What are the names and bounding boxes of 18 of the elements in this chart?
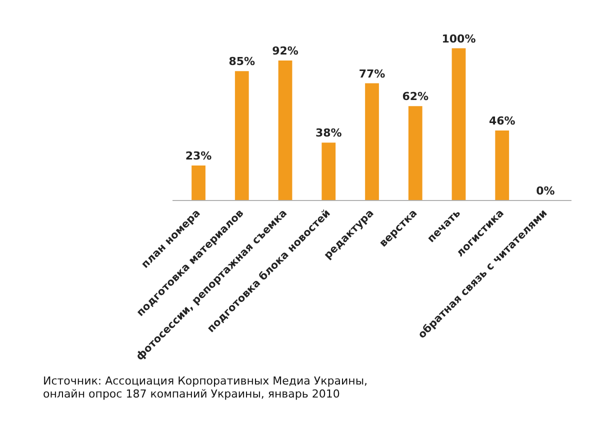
data-label: 100% <box>442 32 476 46</box>
data-label: 85% <box>228 55 256 68</box>
data-label: 0% <box>536 184 555 198</box>
data-label: 38% <box>315 126 342 140</box>
data-label: 92% <box>272 44 298 58</box>
bar <box>234 71 249 200</box>
text: Источник: Ассоциация Корпоративных Медиа Украины, онлайн опрос 187 компаний Украины, январь 2010 <box>42 374 368 400</box>
bar <box>495 130 510 200</box>
data-label: 46% <box>488 114 516 128</box>
bar <box>278 60 292 200</box>
bar <box>192 165 206 200</box>
data-label: 23% <box>185 149 212 162</box>
data-label: 62% <box>402 90 429 104</box>
bar <box>408 106 422 200</box>
bar <box>365 83 379 200</box>
bar <box>322 142 336 200</box>
bar <box>452 48 466 200</box>
data-label: 77% <box>358 67 386 80</box>
